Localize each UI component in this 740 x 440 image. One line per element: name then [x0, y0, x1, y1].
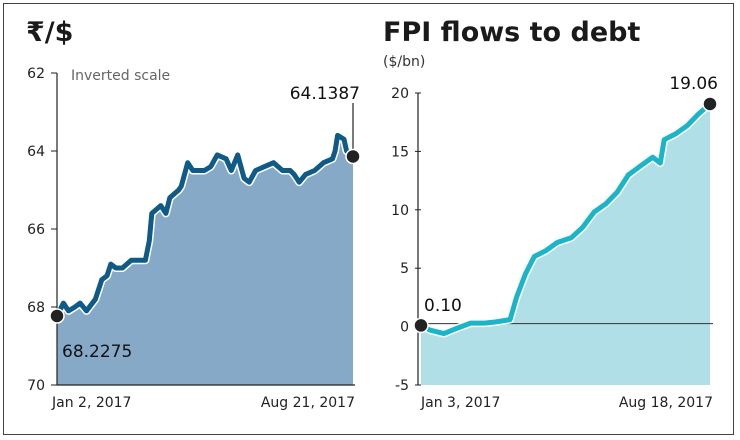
y-tick-label: 15: [391, 144, 409, 160]
y-unit-label: ($/bn): [383, 54, 425, 70]
y-tick-label: 5: [400, 261, 409, 277]
chart-frame: [3, 3, 734, 435]
start-value-label: 68.2275: [62, 342, 132, 362]
chart-title: FPI flows to debt: [383, 17, 640, 48]
area-fill: [57, 135, 353, 385]
x-label-start: Jan 2, 2017: [51, 395, 131, 411]
chart-title: ₹/$: [26, 17, 73, 48]
y-tick-label: 66: [27, 222, 45, 238]
end-value-label: 64.1387: [290, 84, 360, 104]
y-tick-label: 68: [27, 300, 45, 316]
y-tick-label: 20: [391, 86, 409, 102]
y-tick-label: 0: [400, 320, 409, 336]
x-label-end: Aug 21, 2017: [261, 395, 355, 411]
y-tick-label: -5: [395, 378, 409, 394]
start-point: [413, 317, 429, 334]
x-label-start: Jan 3, 2017: [420, 395, 500, 411]
fpi-debt-chart: FPI flows to debt ($/bn) 20 15 10 5 0 -5 Jan …: [383, 17, 718, 411]
y-tick-label: 64: [27, 144, 45, 160]
series-line: [54, 132, 355, 318]
x-label-end: Aug 18, 2017: [619, 395, 713, 411]
start-value-label: 0.10: [424, 296, 462, 316]
y-tick-label: 70: [27, 378, 45, 394]
y-tick-label: 10: [391, 203, 409, 219]
y-tick-label: 62: [27, 66, 45, 82]
rupee-dollar-chart: ₹/$ Inverted scale 62 64 66 68 70 Jan 2, 201…: [26, 17, 361, 411]
end-point: [702, 96, 718, 112]
chart-annotation: Inverted scale: [71, 68, 170, 84]
area-fill: [421, 104, 710, 385]
end-point: [345, 148, 361, 165]
end-value-label: 19.06: [669, 74, 718, 94]
series-line: [419, 102, 712, 337]
start-point: [49, 308, 65, 324]
